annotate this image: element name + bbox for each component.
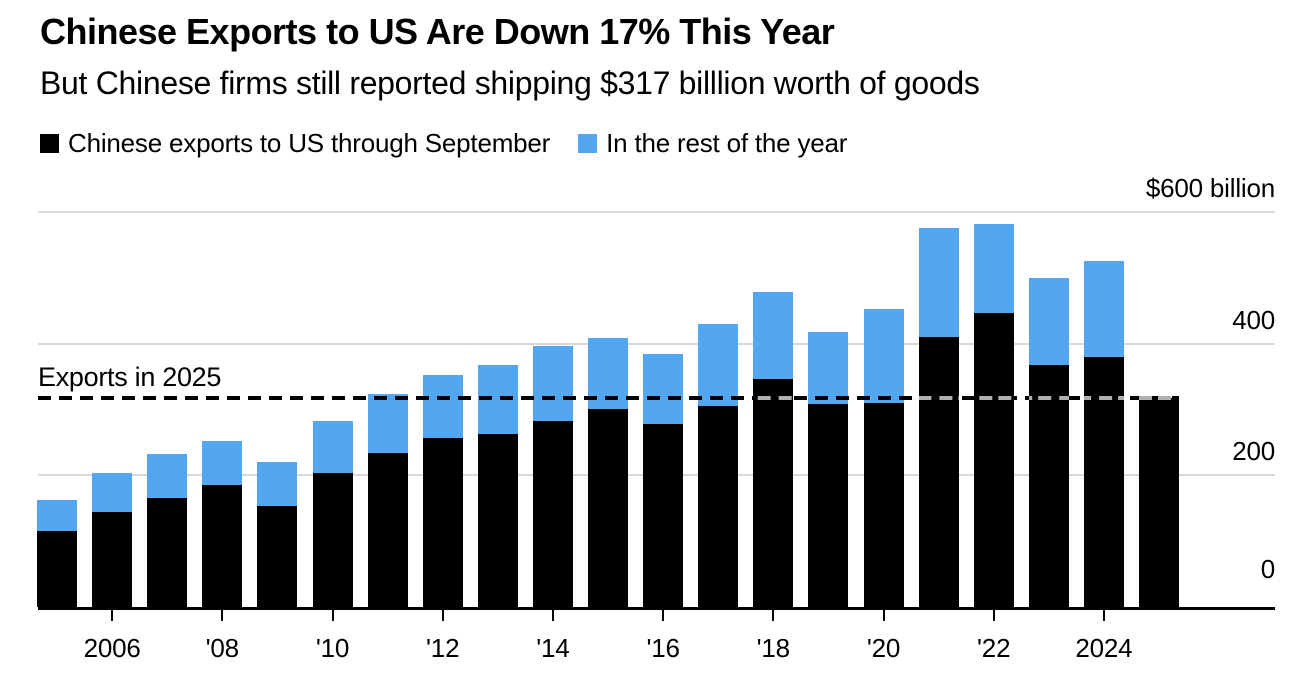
x-axis-label: '12	[426, 633, 460, 663]
x-axis-label: '22	[977, 633, 1011, 663]
bar-2008-september	[202, 484, 243, 607]
bar-2024-rest	[1083, 261, 1124, 357]
x-axis-label: '14	[536, 633, 570, 663]
x-axis-label: '16	[646, 633, 680, 663]
bar-2015-september	[588, 408, 628, 607]
legend-item-rest: In the rest of the year	[578, 128, 847, 159]
bar-2016-rest	[643, 353, 684, 424]
bar-2008-rest	[202, 441, 243, 485]
x-axis-label: 2006	[83, 633, 141, 663]
y-axis-label: 0	[1260, 554, 1275, 584]
bar-2021-september	[918, 337, 959, 607]
bar-2016-september	[643, 423, 684, 607]
bar-2023-rest	[1028, 277, 1069, 365]
legend-label-september: Chinese exports to US through September	[68, 128, 551, 158]
bar-2012-september	[422, 437, 463, 607]
legend-item-september: Chinese exports to US through September	[40, 128, 550, 159]
bar-2009-rest	[257, 461, 298, 506]
bar-2006-rest	[92, 473, 133, 512]
exports-2025-label: Exports in 2025	[38, 362, 222, 393]
x-axis-tick	[992, 610, 995, 621]
y-axis-label: 200	[1232, 436, 1275, 467]
bar-2024-september	[1083, 356, 1124, 607]
bar-2005-september	[37, 531, 77, 607]
x-axis-tick	[221, 610, 224, 621]
bar-2025-september	[1139, 398, 1179, 607]
exports-2025-line	[38, 396, 1179, 401]
x-axis-tick	[441, 610, 444, 621]
x-axis-tick	[882, 610, 885, 621]
bar-2006-september	[92, 511, 133, 607]
bar-2007-rest	[147, 454, 188, 498]
legend-swatch-september-icon	[40, 134, 59, 153]
bar-2023-september	[1028, 364, 1069, 607]
bar-2017-rest	[698, 323, 739, 407]
bar-2020-rest	[863, 309, 904, 403]
bar-2019-rest	[808, 331, 849, 405]
bar-2005-rest	[37, 499, 77, 532]
bar-2014-rest	[532, 345, 573, 421]
bar-2013-september	[477, 433, 518, 607]
x-axis-label: '08	[205, 633, 239, 663]
exports-2025-line-overlay	[1139, 396, 1179, 401]
x-axis-label: '20	[866, 633, 901, 663]
x-axis-label: '18	[756, 633, 790, 663]
x-axis-label: 2024	[1075, 633, 1133, 663]
exports-2025-line-overlay	[1028, 396, 1069, 401]
bar-2019-september	[808, 404, 849, 607]
bar-2022-rest	[973, 223, 1014, 314]
x-axis-tick	[111, 610, 114, 621]
bar-2011-rest	[367, 393, 408, 453]
gridline	[38, 342, 1275, 345]
x-axis-label: '10	[315, 633, 350, 663]
bar-2011-september	[367, 452, 408, 607]
gridline	[38, 211, 1275, 213]
legend-swatch-rest-icon	[578, 134, 598, 153]
bar-2014-september	[532, 420, 573, 607]
exports-2025-line-overlay	[918, 396, 959, 401]
x-axis-tick	[662, 610, 665, 621]
bar-2022-september	[973, 313, 1014, 607]
legend-label-rest: In the rest of the year	[606, 128, 848, 158]
bar-2017-september	[698, 406, 739, 607]
x-axis-tick	[331, 610, 334, 621]
x-axis-tick	[772, 610, 775, 621]
y-axis-label: 400	[1232, 304, 1275, 335]
y-axis-label: $600 billion	[1145, 173, 1275, 203]
bar-2018-rest	[753, 292, 794, 379]
x-axis-tick	[551, 610, 554, 621]
bar-2010-rest	[312, 420, 353, 474]
legend: Chinese exports to US through September …	[40, 128, 847, 159]
exports-2025-line-overlay	[1083, 396, 1124, 401]
bar-2021-rest	[918, 227, 959, 338]
bar-2007-september	[147, 497, 188, 607]
bar-2020-september	[863, 402, 904, 607]
bar-2018-september	[753, 378, 794, 607]
page-subtitle: But Chinese firms still reported shippin…	[40, 65, 980, 101]
exports-2025-line-overlay	[973, 396, 1014, 401]
page-title: Chinese Exports to US Are Down 17% This …	[40, 11, 835, 52]
x-axis-line	[38, 607, 1275, 610]
bar-2010-september	[312, 473, 353, 607]
bar-2009-september	[257, 505, 298, 607]
x-axis-tick	[1102, 610, 1105, 621]
exports-2025-line-overlay	[753, 396, 794, 401]
bar-2012-rest	[422, 375, 463, 438]
